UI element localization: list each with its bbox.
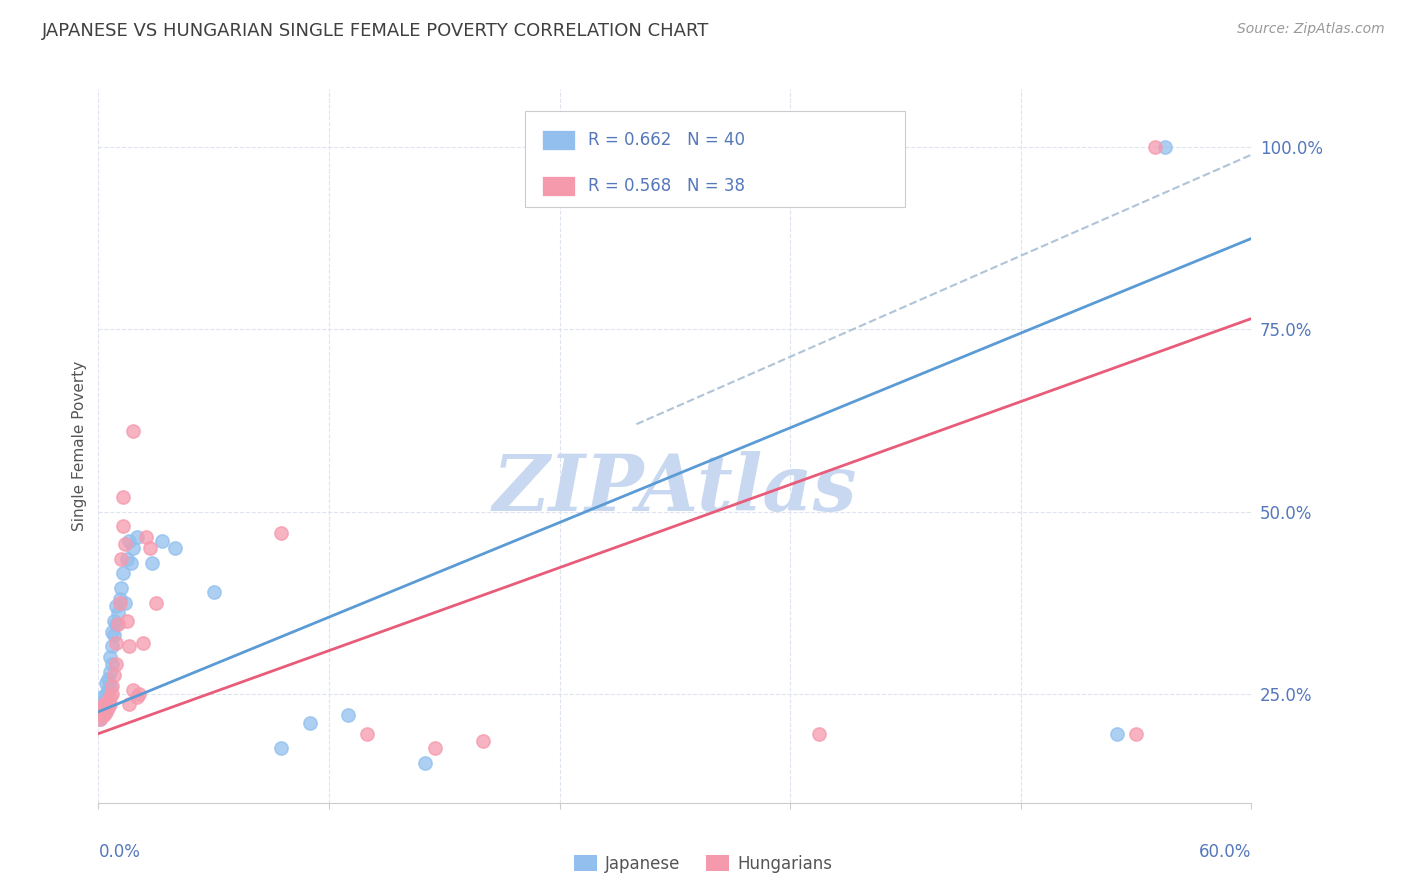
Text: R = 0.662   N = 40: R = 0.662 N = 40 — [589, 131, 745, 149]
Point — [91, 701, 114, 715]
Text: 60.0%: 60.0% — [1199, 843, 1251, 861]
Point — [1154, 140, 1177, 154]
Point — [117, 614, 139, 628]
Point — [117, 552, 139, 566]
Point — [120, 556, 142, 570]
Point — [139, 541, 162, 555]
Point — [141, 556, 163, 570]
FancyBboxPatch shape — [524, 111, 905, 207]
Point — [97, 694, 120, 708]
Point — [94, 675, 117, 690]
Point — [471, 734, 494, 748]
Point — [270, 741, 292, 756]
Point — [97, 701, 120, 715]
Point — [118, 639, 141, 653]
Point — [94, 687, 117, 701]
Point — [150, 533, 173, 548]
Point — [165, 541, 187, 555]
Text: ZIPAtlas: ZIPAtlas — [492, 450, 858, 527]
Point — [104, 635, 127, 649]
Point — [97, 682, 120, 697]
Point — [98, 679, 121, 693]
Point — [97, 672, 120, 686]
Point — [89, 712, 111, 726]
Point — [1105, 726, 1128, 740]
Text: 0.0%: 0.0% — [98, 843, 141, 861]
Point — [112, 490, 135, 504]
Point — [1125, 726, 1147, 740]
Point — [103, 614, 125, 628]
Point — [108, 591, 131, 606]
Point — [125, 690, 148, 705]
Point — [89, 712, 111, 726]
Point — [93, 694, 115, 708]
Point — [807, 726, 830, 740]
Point — [145, 596, 167, 610]
Legend: Japanese, Hungarians: Japanese, Hungarians — [567, 848, 839, 880]
Point — [94, 698, 117, 712]
Point — [110, 552, 132, 566]
Text: Source: ZipAtlas.com: Source: ZipAtlas.com — [1237, 22, 1385, 37]
Point — [128, 687, 150, 701]
Point — [101, 687, 124, 701]
Point — [131, 635, 153, 649]
Point — [122, 541, 145, 555]
Point — [91, 690, 114, 705]
Point — [337, 708, 360, 723]
Point — [98, 650, 121, 665]
FancyBboxPatch shape — [543, 177, 575, 196]
Point — [101, 657, 124, 672]
Point — [114, 596, 136, 610]
Point — [104, 617, 127, 632]
Point — [107, 607, 129, 621]
Point — [112, 519, 135, 533]
Point — [423, 741, 446, 756]
Point — [93, 698, 115, 712]
Text: JAPANESE VS HUNGARIAN SINGLE FEMALE POVERTY CORRELATION CHART: JAPANESE VS HUNGARIAN SINGLE FEMALE POVE… — [42, 22, 710, 40]
Point — [93, 708, 115, 723]
Point — [1144, 140, 1167, 154]
FancyBboxPatch shape — [543, 130, 575, 150]
Point — [125, 530, 148, 544]
Point — [122, 682, 145, 697]
Point — [118, 533, 141, 548]
Point — [94, 705, 117, 719]
Point — [91, 701, 114, 715]
Text: R = 0.568   N = 38: R = 0.568 N = 38 — [589, 178, 745, 195]
Point — [98, 665, 121, 679]
Point — [103, 628, 125, 642]
Point — [104, 657, 127, 672]
Point — [110, 581, 132, 595]
Point — [114, 537, 136, 551]
Point — [101, 639, 124, 653]
Point — [413, 756, 436, 770]
Point — [98, 698, 121, 712]
Point — [103, 668, 125, 682]
Point — [135, 530, 157, 544]
Point — [98, 690, 121, 705]
Point — [108, 596, 131, 610]
Point — [101, 679, 124, 693]
Point — [112, 566, 135, 581]
Point — [122, 425, 145, 439]
Point — [202, 584, 225, 599]
Point — [107, 617, 129, 632]
Point — [91, 708, 114, 723]
Point — [356, 726, 378, 740]
Y-axis label: Single Female Poverty: Single Female Poverty — [72, 361, 87, 531]
Point — [101, 624, 124, 639]
Point — [104, 599, 127, 614]
Point — [118, 698, 141, 712]
Point — [298, 715, 321, 730]
Point — [93, 705, 115, 719]
Point — [270, 526, 292, 541]
